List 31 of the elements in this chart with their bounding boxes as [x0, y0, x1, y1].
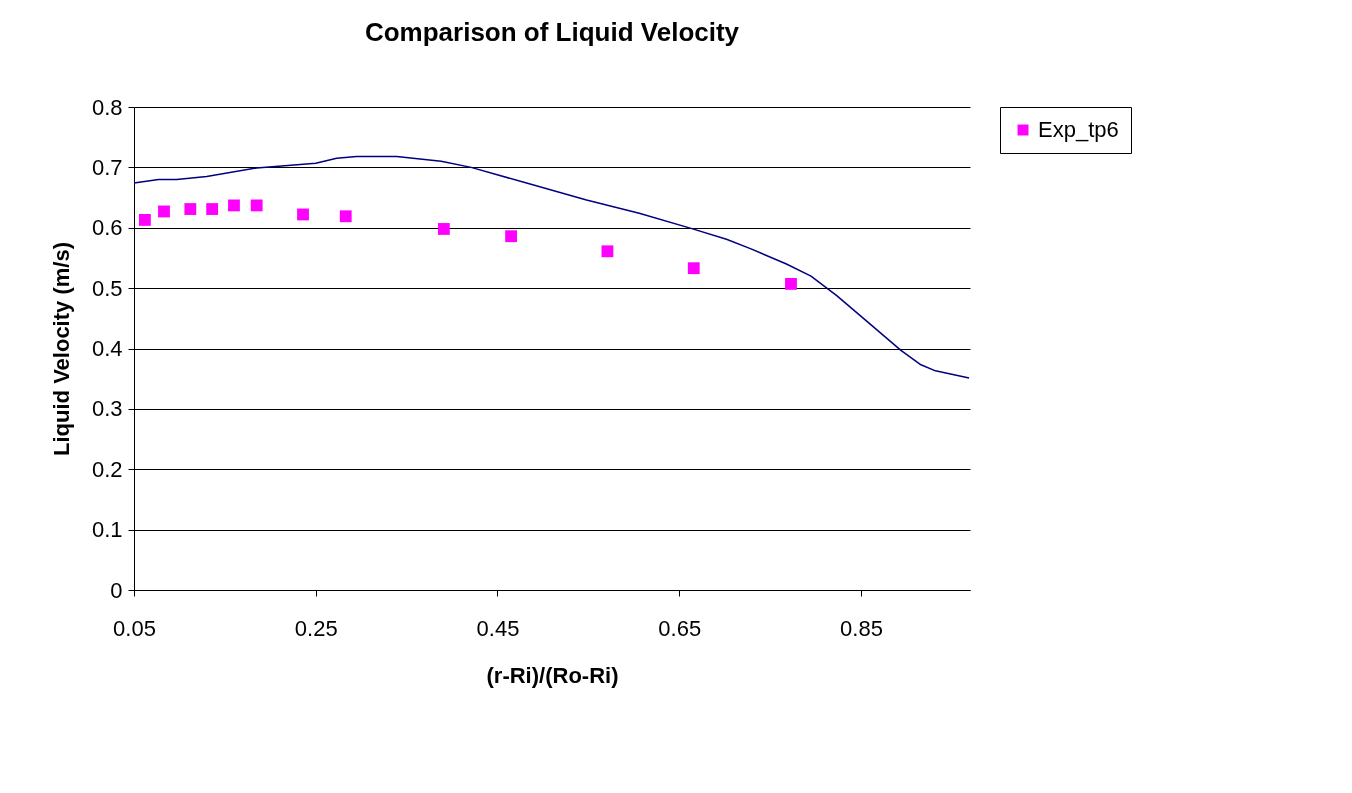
point [339, 210, 352, 223]
y-tick-label: 0 [110, 577, 123, 603]
point [687, 262, 700, 275]
y-tick-label: 0.1 [91, 517, 123, 543]
point [601, 245, 614, 258]
x-tick-label: 0.65 [658, 615, 702, 641]
point [505, 230, 518, 243]
x-tick-label: 0.25 [294, 615, 338, 641]
x-tick-label: 0.85 [840, 615, 883, 641]
y-tick-label: 0.8 [91, 94, 123, 120]
x-axis-title: (r-Ri)/(Ro-Ri) [486, 662, 619, 688]
y-tick-label: 0.4 [91, 336, 123, 361]
point [785, 277, 797, 290]
point [158, 205, 170, 218]
point [228, 199, 240, 212]
y-tick-label: 0.2 [91, 456, 123, 482]
y-tick-label: 0.5 [91, 275, 123, 301]
point [138, 213, 151, 226]
y-axis-title: Liquid Velocity (m/s) [48, 242, 74, 456]
y-tick-label: 0.3 [91, 396, 123, 422]
legend-label: Exp_tp6 [1038, 117, 1119, 142]
point [184, 203, 197, 215]
point [206, 203, 219, 215]
y-tick-label: 0.6 [91, 215, 123, 241]
point [437, 223, 450, 235]
x-tick-label: 0.05 [113, 615, 156, 641]
point [297, 208, 309, 221]
x-tick-label: 0.45 [476, 615, 520, 641]
chart-title: Comparison of Liquid Velocity [364, 17, 740, 47]
point [250, 199, 263, 212]
y-tick-label: 0.7 [91, 154, 123, 180]
